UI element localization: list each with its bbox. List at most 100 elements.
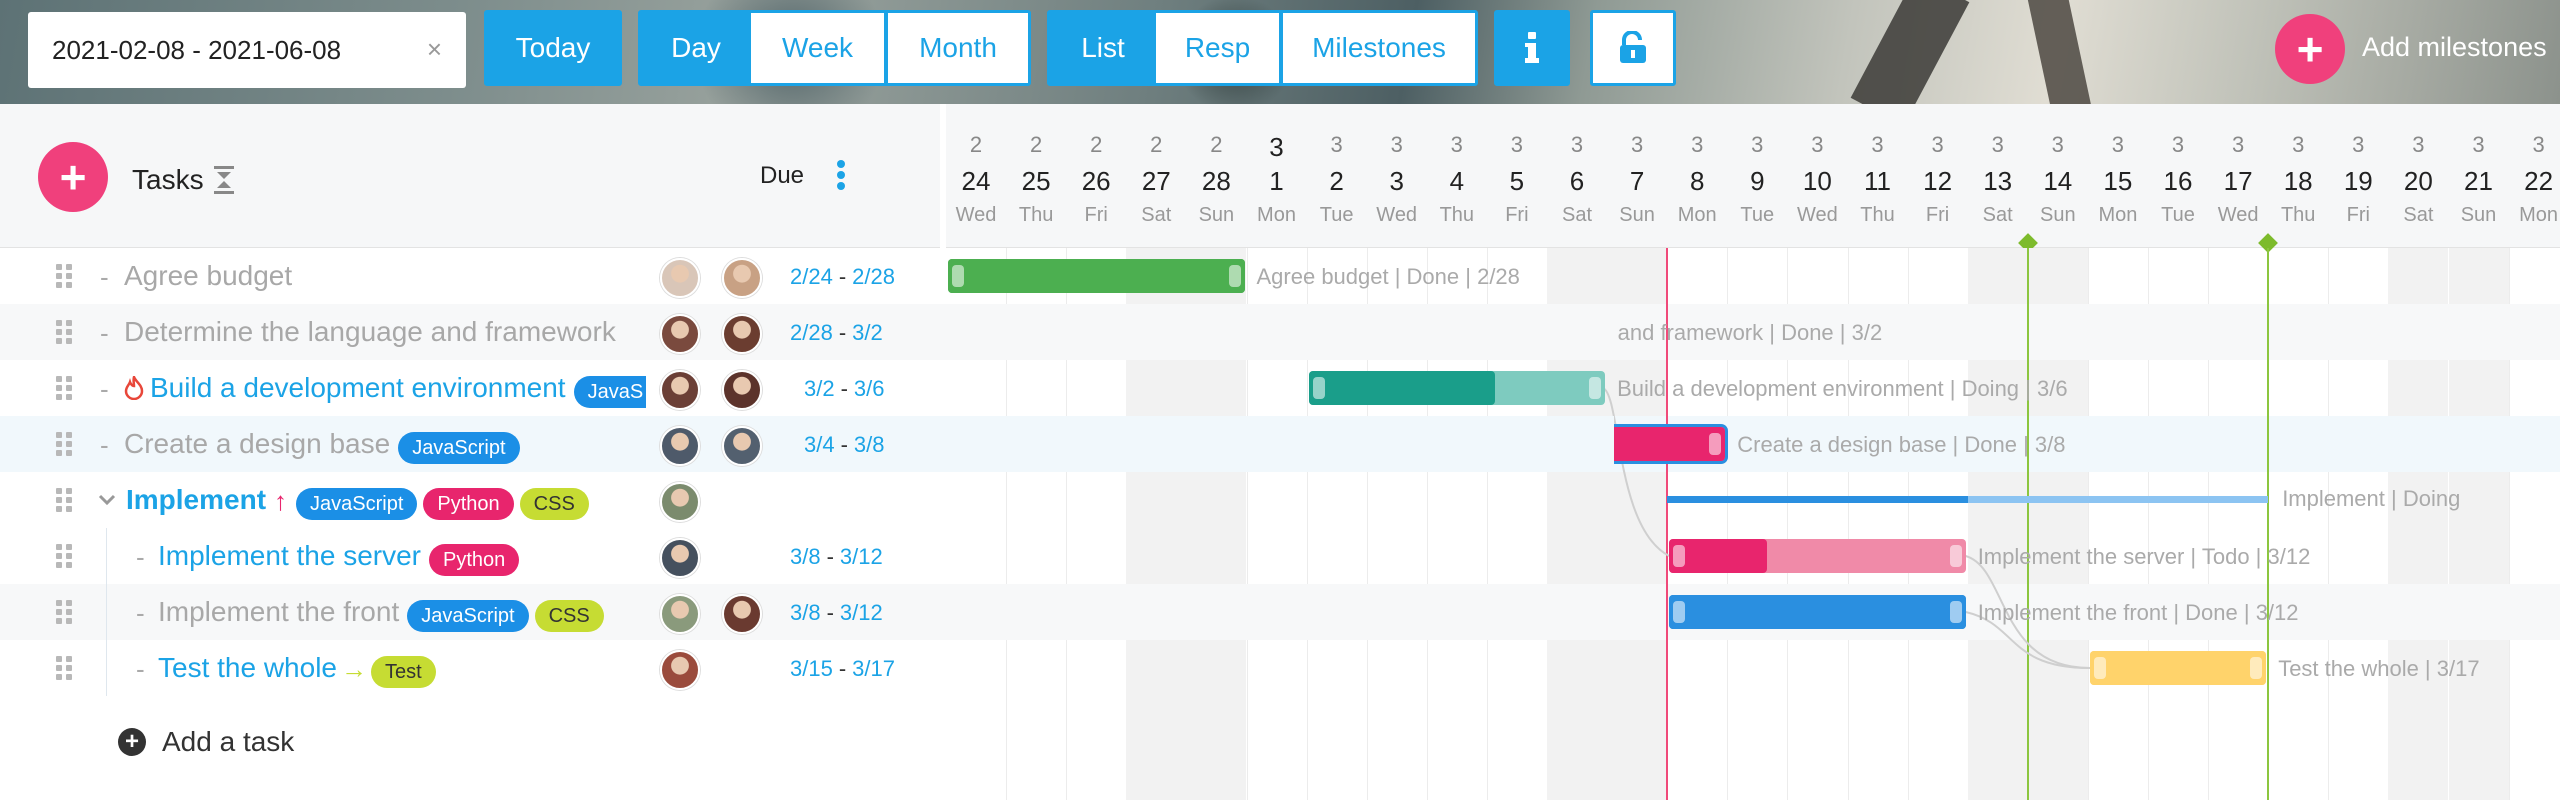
- today-button[interactable]: Today: [484, 10, 622, 86]
- date-separator: -: [838, 320, 847, 345]
- task-name[interactable]: Agree budget: [124, 260, 293, 291]
- assignee-avatar[interactable]: [722, 314, 762, 354]
- task-row[interactable]: - Agree budget 2/24-2/28: [0, 248, 946, 304]
- task-row[interactable]: - Build a development environment JavaS 3/2…: [0, 360, 946, 416]
- task-name[interactable]: Determine the language and framework: [124, 316, 616, 347]
- scale-week-button[interactable]: Week: [751, 10, 887, 86]
- assignee-avatar[interactable]: [660, 482, 700, 522]
- assignee-avatar[interactable]: [660, 594, 700, 634]
- bar-resize-handle[interactable]: [1589, 377, 1602, 399]
- assignee-avatar[interactable]: [722, 594, 762, 634]
- due-dates[interactable]: 3/8-3/12: [790, 600, 883, 626]
- summary-bar[interactable]: [1667, 496, 2269, 503]
- task-name[interactable]: Implement: [126, 484, 267, 515]
- bar-resize-handle[interactable]: [1949, 545, 1962, 567]
- drag-dot: [56, 329, 62, 335]
- assignee-avatar[interactable]: [660, 426, 700, 466]
- add-task-link[interactable]: Add a task: [162, 726, 295, 757]
- task-row[interactable]: - Create a design base JavaScript 3/4-3/8: [0, 416, 946, 472]
- task-row[interactable]: Implement ↑ JavaScript Python CSS: [0, 472, 946, 528]
- task-bar[interactable]: [2089, 651, 2267, 685]
- due-dates[interactable]: 2/24-2/28: [790, 264, 895, 290]
- task-name[interactable]: Test the whole: [158, 652, 337, 683]
- bar-resize-handle[interactable]: [1673, 545, 1686, 567]
- day-header: 2 26 Fri: [1066, 104, 1126, 248]
- drag-handle-icon[interactable]: [56, 264, 74, 288]
- milestone-line[interactable]: [2026, 248, 2029, 800]
- drag-handle-icon[interactable]: [56, 320, 74, 344]
- date-range-value: 2021-02-08 - 2021-06-08: [52, 34, 342, 65]
- task-name[interactable]: Implement the front: [158, 596, 400, 627]
- due-dates[interactable]: 3/2-3/6: [804, 376, 885, 402]
- assignee-avatar[interactable]: [660, 538, 700, 578]
- task-bar[interactable]: [1669, 539, 1966, 573]
- drag-handle-icon[interactable]: [56, 656, 74, 680]
- milestone-line[interactable]: [2267, 248, 2270, 800]
- tag-chip[interactable]: CSS: [519, 488, 589, 520]
- tag-chip[interactable]: Python: [429, 544, 520, 576]
- assignee-avatar[interactable]: [722, 426, 762, 466]
- task-name[interactable]: Implement the server: [158, 540, 421, 571]
- info-button[interactable]: [1494, 10, 1570, 86]
- scale-month-button[interactable]: Month: [885, 10, 1031, 86]
- bar-resize-handle[interactable]: [1228, 265, 1241, 287]
- view-list-button[interactable]: List: [1047, 10, 1159, 86]
- add-milestone-button[interactable]: +: [2275, 14, 2345, 84]
- date-range-input[interactable]: 2021-02-08 - 2021-06-08 ×: [28, 12, 466, 88]
- drag-dot: [66, 264, 72, 270]
- add-task-button[interactable]: +: [38, 142, 108, 212]
- task-bar[interactable]: [1308, 371, 1606, 405]
- task-bar[interactable]: [948, 259, 1245, 293]
- drag-handle-icon[interactable]: [56, 600, 74, 624]
- bar-resize-handle[interactable]: [1312, 377, 1325, 399]
- drag-handle-icon[interactable]: [56, 376, 74, 400]
- drag-handle-icon[interactable]: [56, 544, 74, 568]
- assignee-avatar[interactable]: [722, 258, 762, 298]
- due-dates[interactable]: 3/4-3/8: [804, 432, 885, 458]
- task-name[interactable]: Create a design base: [124, 428, 391, 459]
- weekday-label: Tue: [1319, 204, 1354, 226]
- bar-resize-handle[interactable]: [952, 265, 964, 287]
- tag-chip[interactable]: CSS: [534, 600, 604, 632]
- task-row[interactable]: - Implement the server Python 3/8-3/12: [0, 528, 946, 584]
- tag-chip[interactable]: JavaScript: [407, 600, 529, 632]
- assignee-avatar[interactable]: [660, 370, 700, 410]
- tag-chip[interactable]: Python: [423, 488, 514, 520]
- tag-chip[interactable]: JavaS: [573, 376, 646, 408]
- bar-resize-handle[interactable]: [1709, 433, 1722, 455]
- add-milestone-label[interactable]: Add milestones: [2362, 32, 2547, 62]
- due-dates[interactable]: 2/28-3/2: [790, 320, 883, 346]
- grid-line: [1066, 248, 1068, 800]
- due-dates[interactable]: 3/8-3/12: [790, 544, 883, 570]
- bar-resize-handle[interactable]: [1949, 601, 1962, 623]
- view-milestones-button[interactable]: Milestones: [1280, 10, 1478, 86]
- add-task-plus-icon[interactable]: +: [118, 728, 146, 756]
- month-number: 3: [1931, 132, 1944, 157]
- assignee-avatar[interactable]: [722, 370, 762, 410]
- due-dates[interactable]: 3/15-3/17: [790, 656, 895, 682]
- task-name[interactable]: Build a development environment: [150, 372, 566, 403]
- bar-resize-handle[interactable]: [2250, 657, 2263, 679]
- tag-chip[interactable]: JavaScript: [398, 432, 520, 464]
- assignee-avatar[interactable]: [660, 258, 700, 298]
- month-number: 3: [2472, 132, 2485, 157]
- task-row[interactable]: - Determine the language and framework 2/2…: [0, 304, 946, 360]
- tag-chip[interactable]: JavaScript: [296, 488, 418, 520]
- task-bar[interactable]: [1669, 595, 1966, 629]
- view-resp-button[interactable]: Resp: [1156, 10, 1282, 86]
- drag-handle-icon[interactable]: [56, 488, 74, 512]
- drag-handle-icon[interactable]: [56, 432, 74, 456]
- clear-icon[interactable]: ×: [426, 34, 442, 64]
- task-row[interactable]: - Test the whole → Test 3/15-3/17: [0, 640, 946, 696]
- assignee-avatar[interactable]: [660, 314, 700, 354]
- assignee-avatar[interactable]: [660, 650, 700, 690]
- scale-day-button[interactable]: Day: [638, 10, 754, 86]
- tag-chip[interactable]: Test: [371, 656, 436, 688]
- column-options-icon[interactable]: [836, 160, 846, 190]
- chevron-down-icon[interactable]: [98, 494, 116, 506]
- task-row[interactable]: - Implement the front JavaScript CSS 3/8-3/1…: [0, 584, 946, 640]
- bar-resize-handle[interactable]: [1673, 601, 1686, 623]
- lock-toggle-button[interactable]: [1590, 10, 1676, 86]
- bar-resize-handle[interactable]: [2093, 657, 2106, 679]
- collapse-all-icon[interactable]: [214, 166, 234, 194]
